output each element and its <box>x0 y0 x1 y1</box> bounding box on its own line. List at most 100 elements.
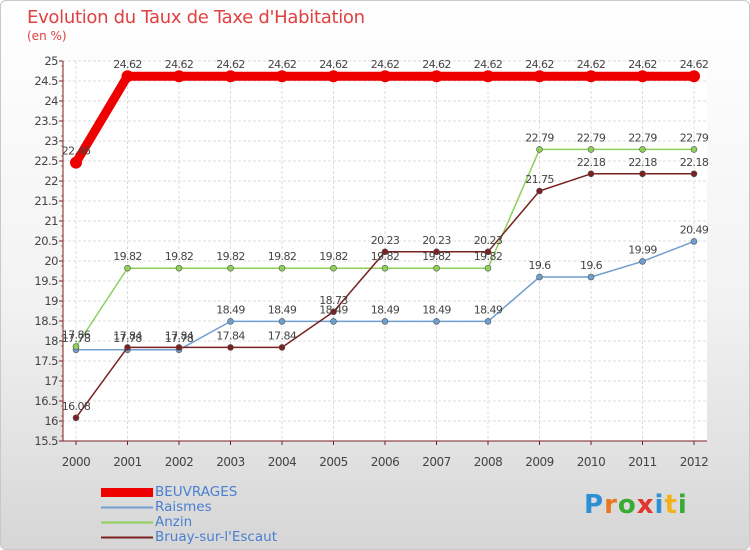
data-label: 24.62 <box>474 58 503 71</box>
data-point <box>587 146 595 153</box>
data-label: 24.62 <box>319 58 348 71</box>
x-tick-label: 2005 <box>319 455 348 469</box>
data-label: 16.08 <box>62 400 91 413</box>
data-point <box>430 70 443 83</box>
legend-item-bruay: Bruay-sur-l'Escaut <box>101 530 277 545</box>
data-label: 18.73 <box>319 294 348 307</box>
x-tick-label: 2012 <box>680 455 709 469</box>
logo-letter: o <box>617 490 637 520</box>
data-label: 18.49 <box>474 303 503 316</box>
y-tick-label: 18.5 <box>34 314 58 328</box>
data-label: 19.99 <box>628 243 657 256</box>
data-label: 17.78 <box>165 332 194 345</box>
data-label: 24.62 <box>216 58 245 71</box>
logo-letter: x <box>636 490 655 520</box>
data-label: 24.62 <box>628 58 657 71</box>
x-tick-label: 2007 <box>422 455 451 469</box>
legend-swatch-raismes <box>101 506 153 509</box>
data-point <box>690 238 698 245</box>
data-label: 21.75 <box>525 173 554 186</box>
proxiti-logo: Proxiti <box>584 490 688 520</box>
data-label: 18.49 <box>422 303 451 316</box>
data-label: 20.23 <box>474 234 503 247</box>
data-label: 24.62 <box>113 58 142 71</box>
x-tick-label: 2001 <box>113 455 142 469</box>
data-label: 18.49 <box>216 303 245 316</box>
y-tick-label: 17 <box>44 374 58 388</box>
data-label: 17.84 <box>113 329 142 342</box>
legend-item-anzin: Anzin <box>101 515 277 530</box>
legend-label-beuvrages: BEUVRAGES <box>155 484 238 500</box>
y-tick-label: 19.5 <box>34 274 58 288</box>
data-label: 19.6 <box>580 259 603 272</box>
x-tick-label: 2006 <box>371 455 400 469</box>
data-point <box>70 156 82 169</box>
data-point <box>278 264 286 272</box>
data-point <box>278 344 286 351</box>
data-label: 19.82 <box>165 250 194 263</box>
x-tick-label: 2011 <box>628 455 657 469</box>
y-tick-label: 22.5 <box>34 154 58 168</box>
data-label: 24.62 <box>371 58 400 71</box>
legend-item-raismes: Raismes <box>101 500 277 515</box>
y-tick-label: 19 <box>44 294 58 308</box>
x-tick-label: 2000 <box>62 455 91 469</box>
data-point <box>482 70 494 83</box>
data-point <box>636 70 649 83</box>
data-point <box>124 344 131 351</box>
data-label: 24.62 <box>577 58 606 71</box>
legend-swatch-bruay <box>101 536 153 539</box>
data-label: 22.79 <box>577 131 606 144</box>
data-point <box>330 318 337 325</box>
data-label: 20.49 <box>680 223 709 236</box>
logo-letter: i <box>654 490 665 520</box>
data-point <box>227 264 234 272</box>
data-point <box>278 318 286 325</box>
data-label: 24.62 <box>268 58 297 71</box>
data-point <box>72 414 80 422</box>
y-tick-label: 18 <box>44 334 58 348</box>
data-label: 19.82 <box>216 250 245 263</box>
y-tick-label: 24.5 <box>34 74 58 88</box>
data-label: 20.23 <box>371 234 400 247</box>
data-point <box>175 264 183 272</box>
data-label: 17.86 <box>62 329 91 342</box>
data-point <box>688 70 700 83</box>
data-point <box>72 343 80 350</box>
data-label: 22.18 <box>628 156 657 169</box>
legend-label-bruay: Bruay-sur-l'Escaut <box>155 529 277 545</box>
data-point <box>690 146 698 153</box>
data-label: 18.49 <box>319 303 348 316</box>
data-point <box>484 248 492 256</box>
legend-item-beuvrages: BEUVRAGES <box>101 485 277 500</box>
data-point <box>587 170 595 178</box>
logo-letter: i <box>677 490 688 520</box>
data-point <box>124 264 131 272</box>
y-tick-label: 21 <box>44 214 58 228</box>
data-point <box>227 344 234 351</box>
x-tick-label: 2008 <box>474 455 503 469</box>
data-point <box>639 258 646 265</box>
data-label: 19.82 <box>474 250 503 263</box>
y-tick-label: 16.5 <box>34 394 58 408</box>
data-label: 17.84 <box>165 329 194 342</box>
data-label: 24.62 <box>680 58 709 71</box>
data-label: 22.79 <box>525 131 554 144</box>
data-point <box>381 318 389 325</box>
y-tick-label: 15.5 <box>34 434 58 448</box>
data-point <box>379 70 391 83</box>
data-label: 22.46 <box>62 145 91 158</box>
logo-letter: r <box>604 490 618 520</box>
data-point <box>381 248 389 256</box>
data-label: 17.78 <box>62 332 91 345</box>
data-label: 18.49 <box>371 303 400 316</box>
chart-title: Evolution du Taux de Taxe d'Habitation <box>27 7 365 28</box>
logo-letter: t <box>664 490 678 520</box>
data-label: 19.82 <box>113 250 142 263</box>
data-point <box>381 264 389 272</box>
data-label: 24.62 <box>165 58 194 71</box>
data-point <box>536 187 543 195</box>
y-tick-label: 16 <box>44 414 58 428</box>
y-tick-label: 20.5 <box>34 234 58 248</box>
